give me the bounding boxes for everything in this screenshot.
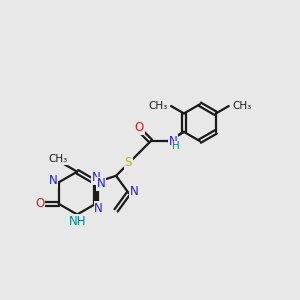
Text: H: H [172,142,180,152]
Text: N: N [130,185,138,198]
Text: O: O [35,197,44,210]
Text: NH: NH [68,214,86,227]
Text: N: N [94,202,103,215]
Text: CH₃: CH₃ [232,101,251,111]
Text: N: N [49,174,58,188]
Text: N: N [92,171,101,184]
Text: O: O [134,121,144,134]
Text: CH₃: CH₃ [49,154,68,164]
Text: CH₃: CH₃ [148,101,167,111]
Text: N: N [97,177,105,190]
Text: N: N [169,135,177,148]
Text: S: S [124,156,132,169]
